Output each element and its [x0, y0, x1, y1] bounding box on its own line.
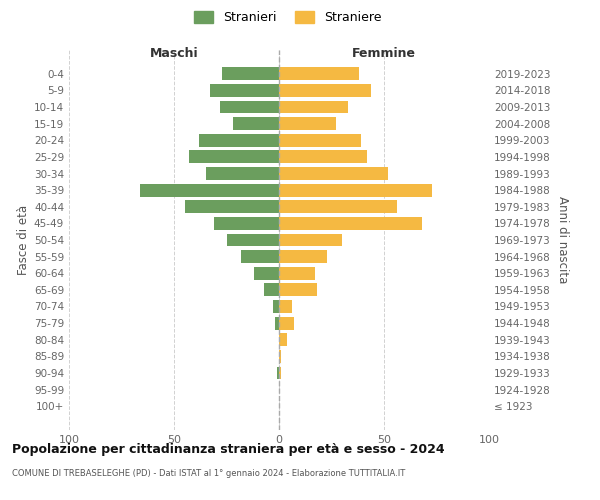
Bar — [279, 167, 388, 180]
Bar — [279, 350, 281, 363]
Bar — [279, 217, 422, 230]
Bar — [279, 284, 317, 296]
Text: Femmine: Femmine — [352, 48, 416, 60]
Bar — [279, 267, 314, 280]
Bar — [140, 184, 279, 196]
Bar — [279, 200, 397, 213]
Text: Popolazione per cittadinanza straniera per età e sesso - 2024: Popolazione per cittadinanza straniera p… — [12, 442, 445, 456]
Bar — [279, 250, 328, 263]
Bar — [279, 150, 367, 164]
Bar — [272, 300, 279, 313]
Bar — [279, 234, 342, 246]
Bar — [185, 200, 279, 213]
Bar — [279, 316, 294, 330]
Bar — [233, 117, 279, 130]
Bar — [199, 134, 279, 146]
Bar — [189, 150, 279, 164]
Y-axis label: Anni di nascita: Anni di nascita — [556, 196, 569, 284]
Text: COMUNE DI TREBASELEGHE (PD) - Dati ISTAT al 1° gennaio 2024 - Elaborazione TUTTI: COMUNE DI TREBASELEGHE (PD) - Dati ISTAT… — [12, 469, 405, 478]
Bar — [277, 366, 279, 380]
Bar — [279, 117, 336, 130]
Bar — [223, 68, 279, 80]
Text: Maschi: Maschi — [149, 48, 199, 60]
Bar — [279, 300, 292, 313]
Bar — [227, 234, 279, 246]
Bar — [254, 267, 279, 280]
Bar — [241, 250, 279, 263]
Bar — [214, 217, 279, 230]
Bar — [279, 366, 281, 380]
Bar — [210, 84, 279, 97]
Bar — [279, 100, 348, 114]
Bar — [279, 134, 361, 146]
Bar — [275, 316, 279, 330]
Bar — [279, 84, 371, 97]
Legend: Stranieri, Straniere: Stranieri, Straniere — [190, 6, 386, 29]
Bar — [279, 68, 359, 80]
Bar — [279, 334, 287, 346]
Bar — [220, 100, 279, 114]
Bar — [205, 167, 279, 180]
Bar — [279, 184, 432, 196]
Y-axis label: Fasce di età: Fasce di età — [17, 205, 30, 275]
Bar — [265, 284, 279, 296]
